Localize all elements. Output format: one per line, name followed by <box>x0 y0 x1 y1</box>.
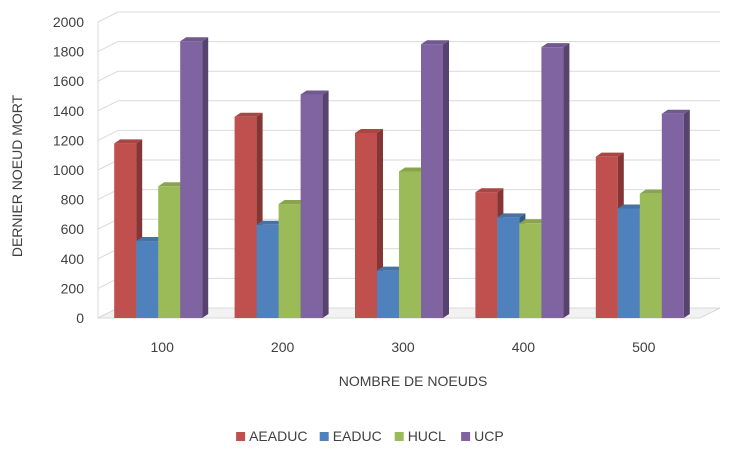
bar-side <box>443 40 449 318</box>
gridline-side <box>97 70 119 82</box>
bar-side <box>563 43 570 318</box>
x-tick-label: 100 <box>151 339 175 355</box>
bar-top <box>541 43 570 48</box>
legend-swatch <box>461 432 471 441</box>
gridline-side <box>97 129 119 141</box>
bar-front <box>256 224 279 318</box>
legend-item-ucp: UCP <box>461 428 504 444</box>
bar-front <box>519 223 542 318</box>
legend-swatch <box>319 432 329 441</box>
legend-swatch <box>236 432 246 441</box>
bar-ucp-100 <box>180 37 209 319</box>
bar-front <box>421 44 443 318</box>
legend-item-hucl: HUCL <box>394 428 446 444</box>
bar-top <box>377 266 405 271</box>
y-tick-label: 1600 <box>53 73 84 89</box>
bar-ucp-200 <box>300 90 329 319</box>
bar-front <box>278 204 301 318</box>
y-tick-label: 200 <box>61 280 85 296</box>
bar-front <box>114 143 137 318</box>
bar-ucp-500 <box>661 109 690 318</box>
bar-top <box>519 219 548 224</box>
bar-top <box>497 213 526 218</box>
bar-front <box>180 41 203 319</box>
bar-ucp-400 <box>541 43 570 318</box>
bar-top <box>595 152 624 157</box>
bar-ucp-300 <box>421 40 449 318</box>
bar-top <box>136 237 165 242</box>
x-tick-label: 300 <box>391 339 415 355</box>
y-tick-label: 1400 <box>53 103 84 119</box>
bar-top <box>300 90 329 95</box>
gridline-side <box>97 41 119 53</box>
bar-front <box>136 241 159 318</box>
y-tick-label: 1000 <box>53 162 84 178</box>
y-tick-label: 2000 <box>53 14 84 30</box>
y-tick-label: 1200 <box>53 132 84 148</box>
bars-layer <box>114 37 690 319</box>
gridline-side <box>97 11 119 23</box>
bar-top <box>158 182 187 187</box>
bar-top <box>617 204 646 209</box>
bar-front <box>300 94 323 319</box>
bar-side <box>202 37 209 319</box>
bar-front <box>377 270 399 318</box>
x-tick-label: 200 <box>271 339 295 355</box>
bar-front <box>234 116 257 318</box>
bar-front <box>497 217 520 318</box>
legend-label: AEADUC <box>249 428 307 444</box>
axis-layer: 0 200 400 600 800 1000 1200 1400 1600 1800 2000 100… <box>53 14 656 355</box>
bar-side <box>322 90 329 319</box>
bar-top <box>180 37 209 42</box>
gridline-side <box>97 100 119 112</box>
bar-top <box>421 40 449 45</box>
bar-front <box>595 156 618 318</box>
y-tick-label: 0 <box>76 310 84 326</box>
x-tick-label: 500 <box>632 339 656 355</box>
bar-top <box>278 200 307 205</box>
bar-top <box>234 112 263 117</box>
bar-front <box>639 193 662 318</box>
bar-top <box>114 139 143 144</box>
bar-front <box>399 171 421 318</box>
y-axis-label: DERNIER NOEUD MORT <box>9 94 25 257</box>
y-tick-label: 800 <box>61 192 85 208</box>
bar-top <box>661 109 690 114</box>
y-tick-label: 400 <box>61 251 85 267</box>
bar-top <box>475 188 504 193</box>
y-tick-label: 600 <box>61 221 85 237</box>
bar-front <box>661 113 684 318</box>
bar-top <box>639 189 668 194</box>
x-tick-label: 400 <box>512 339 536 355</box>
y-tick-label: 1800 <box>53 44 84 60</box>
bar-side <box>683 109 690 318</box>
bar-front <box>617 208 640 318</box>
bar-front <box>355 133 377 318</box>
legend: AEADUC EADUC HUCL UCP <box>236 428 504 444</box>
bar-top <box>399 167 427 172</box>
legend-swatch <box>394 432 404 441</box>
legend-label: EADUC <box>333 428 382 444</box>
bar-front <box>541 47 564 318</box>
legend-item-eaduc: EADUC <box>319 428 382 444</box>
legend-item-aeaduc: AEADUC <box>236 428 307 444</box>
bar-top <box>256 220 285 225</box>
bar-front <box>475 192 498 318</box>
legend-label: HUCL <box>408 428 446 444</box>
bar-front <box>158 186 181 318</box>
bar-top <box>355 129 383 133</box>
x-axis-label: NOMBRE DE NOEUDS <box>339 373 488 389</box>
legend-label: UCP <box>474 428 504 444</box>
